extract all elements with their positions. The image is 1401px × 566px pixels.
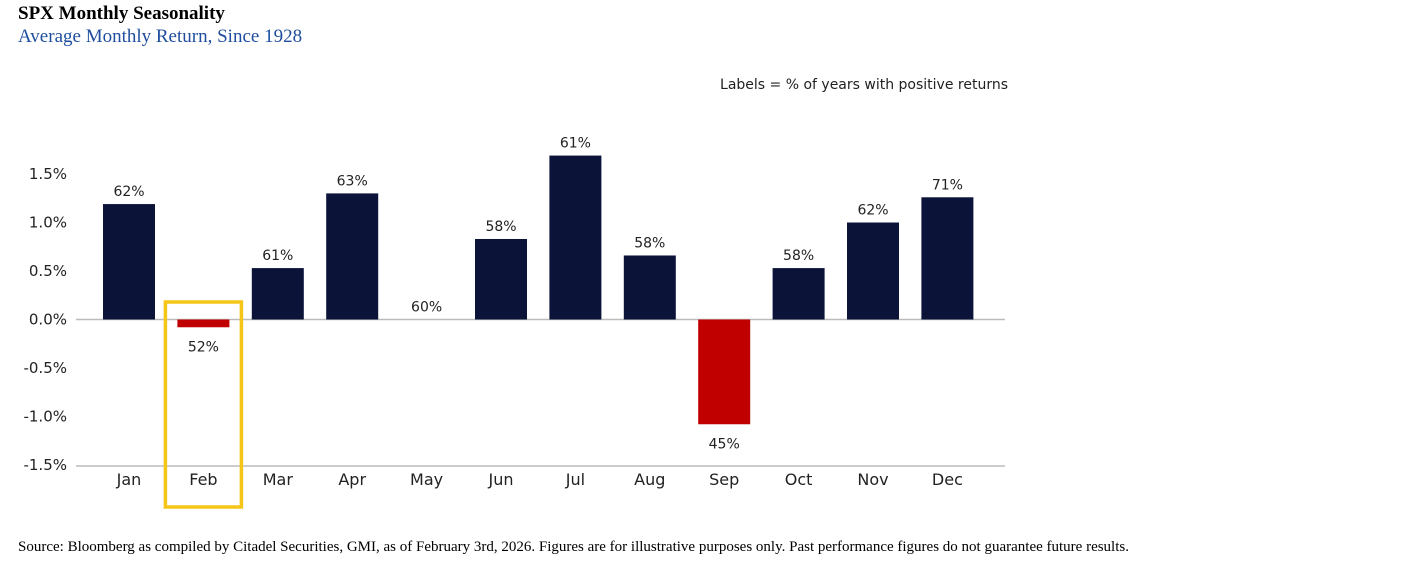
y-tick-label: -0.5% xyxy=(23,359,67,377)
value-label: 61% xyxy=(560,136,591,152)
y-tick-label: 1.0% xyxy=(29,214,67,232)
x-tick-label: Mar xyxy=(263,470,294,489)
x-tick-label: Aug xyxy=(634,470,665,489)
chart-title: SPX Monthly Seasonality xyxy=(18,3,225,24)
bar-nov xyxy=(847,222,899,320)
bar-jan xyxy=(103,204,155,320)
bar-mar xyxy=(251,268,304,320)
bar-jun xyxy=(475,238,527,320)
x-tick-label: Oct xyxy=(785,470,813,489)
x-tick-label: Apr xyxy=(338,470,366,489)
value-label: 58% xyxy=(783,248,814,264)
x-tick-label: Feb xyxy=(189,470,217,489)
bar-sep xyxy=(698,319,751,425)
value-label: 62% xyxy=(857,203,888,219)
y-tick-label: -1.5% xyxy=(23,456,67,474)
y-tick-label: 0.0% xyxy=(29,311,67,329)
x-tick-label: Jul xyxy=(565,470,585,489)
y-tick-label: 0.5% xyxy=(29,262,67,280)
value-label: 58% xyxy=(634,235,665,251)
bar-feb xyxy=(177,319,230,328)
source-note: Source: Bloomberg as compiled by Citadel… xyxy=(18,539,1129,555)
y-axis: 1.5% 1.0% 0.5% 0.0% -0.5% -1.0% -1.5% xyxy=(23,165,1005,474)
x-tick-label: May xyxy=(410,470,443,489)
highlight-box-group xyxy=(163,300,244,509)
y-tick-label: 1.5% xyxy=(29,165,67,183)
bar-apr xyxy=(326,193,379,320)
bar-jul xyxy=(549,155,602,320)
value-label: 60% xyxy=(411,300,442,316)
value-labels: 62% 52% 61% 63% 60% 58% 61% 58% 45% 58% 62% 71% xyxy=(113,136,963,453)
value-label: 58% xyxy=(485,219,516,235)
x-tick-label: Nov xyxy=(857,470,888,489)
y-tick-label: -1.0% xyxy=(23,408,67,426)
x-axis: Jan Feb Mar Apr May Jun Jul Aug Sep Oct Nov Dec xyxy=(116,470,963,489)
x-tick-label: Sep xyxy=(709,470,739,489)
value-label: 62% xyxy=(113,184,144,200)
x-tick-label: Jan xyxy=(116,470,142,489)
value-label: 61% xyxy=(262,248,293,264)
value-label: 45% xyxy=(709,436,740,452)
chart-annotation: Labels = % of years with positive return… xyxy=(720,77,1008,93)
x-tick-label: Dec xyxy=(932,470,963,489)
x-tick-label: Jun xyxy=(488,470,514,489)
value-label: 63% xyxy=(337,173,368,189)
highlight-box xyxy=(163,300,244,509)
value-label: 52% xyxy=(188,339,219,355)
chart-subtitle: Average Monthly Return, Since 1928 xyxy=(18,26,303,47)
bar-dec xyxy=(921,197,974,320)
bar-aug xyxy=(623,255,676,320)
bar-oct xyxy=(772,268,825,320)
value-label: 71% xyxy=(932,177,963,193)
bars xyxy=(103,155,974,425)
